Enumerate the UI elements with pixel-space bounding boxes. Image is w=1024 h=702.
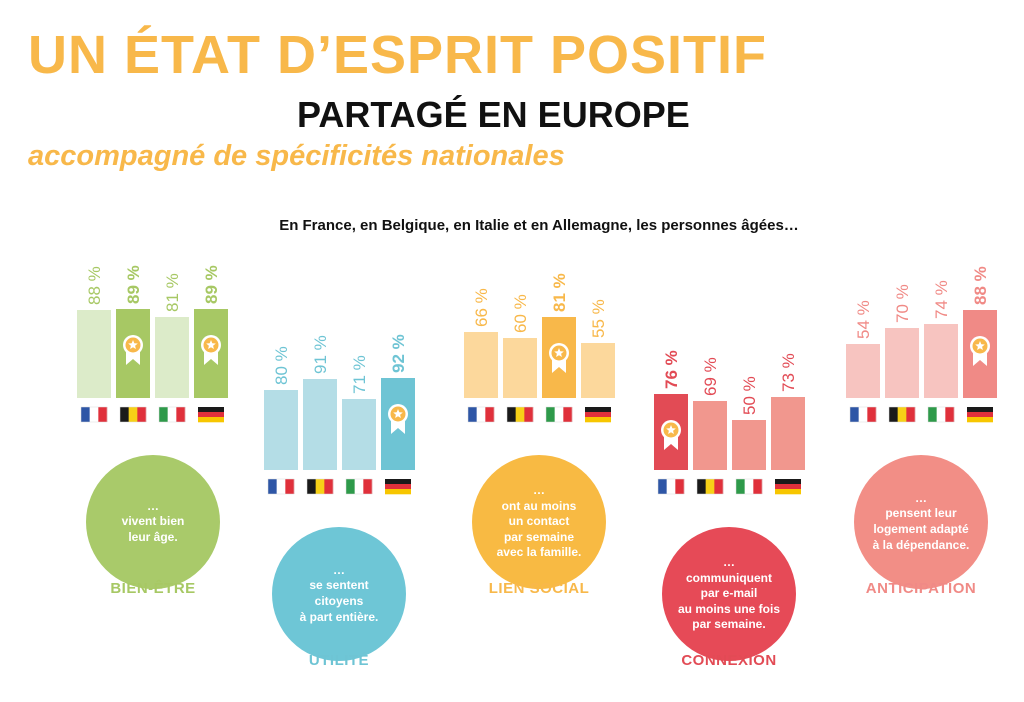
bar-anticipation-france xyxy=(846,344,880,398)
value-label-lien-social-france: 66 % xyxy=(472,288,491,327)
chart-lien-social: 66 % 60 % 81 % 55 % xyxy=(464,273,615,423)
category-label-connexion: CONNEXION xyxy=(681,652,777,669)
value-label-anticipation-belgique: 70 % xyxy=(893,284,912,323)
value-label-bien-etre-france: 88 % xyxy=(85,266,104,305)
description-circle-anticipation: … pensent leur logement adapté à la dépe… xyxy=(854,455,988,589)
bar-lien-social-belgique xyxy=(503,338,537,398)
flag-belgique-icon xyxy=(696,478,724,495)
bar-utilite-italie xyxy=(342,399,376,470)
category-label-lien-social: LIEN SOCIAL xyxy=(488,580,590,597)
bar-connexion-italie xyxy=(732,420,766,470)
chart-bien-etre: 88 % 89 % 81 % 89 % xyxy=(77,265,228,423)
value-label-utilite-belgique: 91 % xyxy=(311,335,330,374)
bar-lien-social-allemagne xyxy=(581,343,615,398)
description-circle-connexion: … communiquent par e-mail au moins une f… xyxy=(662,527,796,661)
value-label-anticipation-france: 54 % xyxy=(854,300,873,339)
award-ribbon-icon xyxy=(123,335,143,365)
flag-france-icon xyxy=(267,478,295,495)
value-label-utilite-allemagne: 92 % xyxy=(389,334,408,373)
category-label-anticipation: ANTICIPATION xyxy=(865,580,977,597)
chart-anticipation: 54 % 70 % 74 % 88 % xyxy=(846,266,997,423)
page-subtitle: accompagné de spécificités nationales xyxy=(28,140,565,172)
flag-allemagne-icon xyxy=(198,407,224,423)
flag-france-icon xyxy=(80,406,108,423)
page-title: UN ÉTAT D’ESPRIT POSITIF xyxy=(28,25,768,85)
flag-belgique-icon xyxy=(888,406,916,423)
value-label-bien-etre-allemagne: 89 % xyxy=(202,265,221,304)
value-label-lien-social-italie: 81 % xyxy=(550,273,569,312)
bar-bien-etre-france xyxy=(77,310,111,398)
intro-text: En France, en Belgique, en Italie et en … xyxy=(279,217,799,234)
bar-anticipation-italie xyxy=(924,324,958,398)
value-label-lien-social-allemagne: 55 % xyxy=(589,299,608,338)
value-label-connexion-italie: 50 % xyxy=(740,376,759,415)
value-label-bien-etre-belgique: 89 % xyxy=(124,265,143,304)
description-circle-utilite: … se sentent citoyens à part entière. xyxy=(272,527,406,661)
bar-utilite-belgique xyxy=(303,379,337,470)
page-title-line-2: PARTAGÉ EN EUROPE xyxy=(297,94,690,135)
description-circle-lien-social: … ont au moins un contact par semaine av… xyxy=(472,455,606,589)
flag-allemagne-icon xyxy=(585,407,611,423)
award-ribbon-icon xyxy=(549,343,569,373)
value-label-utilite-france: 80 % xyxy=(272,346,291,385)
flag-italie-icon xyxy=(545,406,573,423)
value-label-anticipation-italie: 74 % xyxy=(932,280,951,319)
value-label-anticipation-allemagne: 88 % xyxy=(971,266,990,305)
flag-belgique-icon xyxy=(506,406,534,423)
flag-italie-icon xyxy=(158,406,186,423)
category-label-bien-etre: BIEN-ÊTRE xyxy=(110,580,196,597)
value-label-connexion-france: 76 % xyxy=(662,350,681,389)
award-ribbon-icon xyxy=(201,335,221,365)
bar-utilite-france xyxy=(264,390,298,470)
flag-allemagne-icon xyxy=(775,479,801,495)
award-ribbon-icon xyxy=(388,404,408,434)
value-label-connexion-belgique: 69 % xyxy=(701,357,720,396)
category-label-utilite: UTILITÉ xyxy=(308,652,370,669)
award-ribbon-icon xyxy=(970,336,990,366)
award-ribbon-icon xyxy=(661,420,681,450)
bar-connexion-allemagne xyxy=(771,397,805,470)
flag-france-icon xyxy=(657,478,685,495)
value-label-bien-etre-italie: 81 % xyxy=(163,273,182,312)
flag-italie-icon xyxy=(345,478,373,495)
bar-bien-etre-italie xyxy=(155,317,189,398)
flag-allemagne-icon xyxy=(967,407,993,423)
flag-belgique-icon xyxy=(306,478,334,495)
flag-italie-icon xyxy=(735,478,763,495)
description-circle-bien-etre: … vivent bien leur âge. xyxy=(86,455,220,589)
bar-lien-social-france xyxy=(464,332,498,398)
bar-connexion-belgique xyxy=(693,401,727,470)
chart-connexion: 76 % 69 % 50 % 73 % xyxy=(654,350,805,495)
value-label-lien-social-belgique: 60 % xyxy=(511,294,530,333)
bar-anticipation-belgique xyxy=(885,328,919,398)
flag-italie-icon xyxy=(927,406,955,423)
chart-utilite: 80 % 91 % 71 % 92 % xyxy=(264,334,415,495)
value-label-connexion-allemagne: 73 % xyxy=(779,353,798,392)
flag-france-icon xyxy=(467,406,495,423)
flag-belgique-icon xyxy=(119,406,147,423)
flag-allemagne-icon xyxy=(385,479,411,495)
flag-france-icon xyxy=(849,406,877,423)
value-label-utilite-italie: 71 % xyxy=(350,355,369,394)
